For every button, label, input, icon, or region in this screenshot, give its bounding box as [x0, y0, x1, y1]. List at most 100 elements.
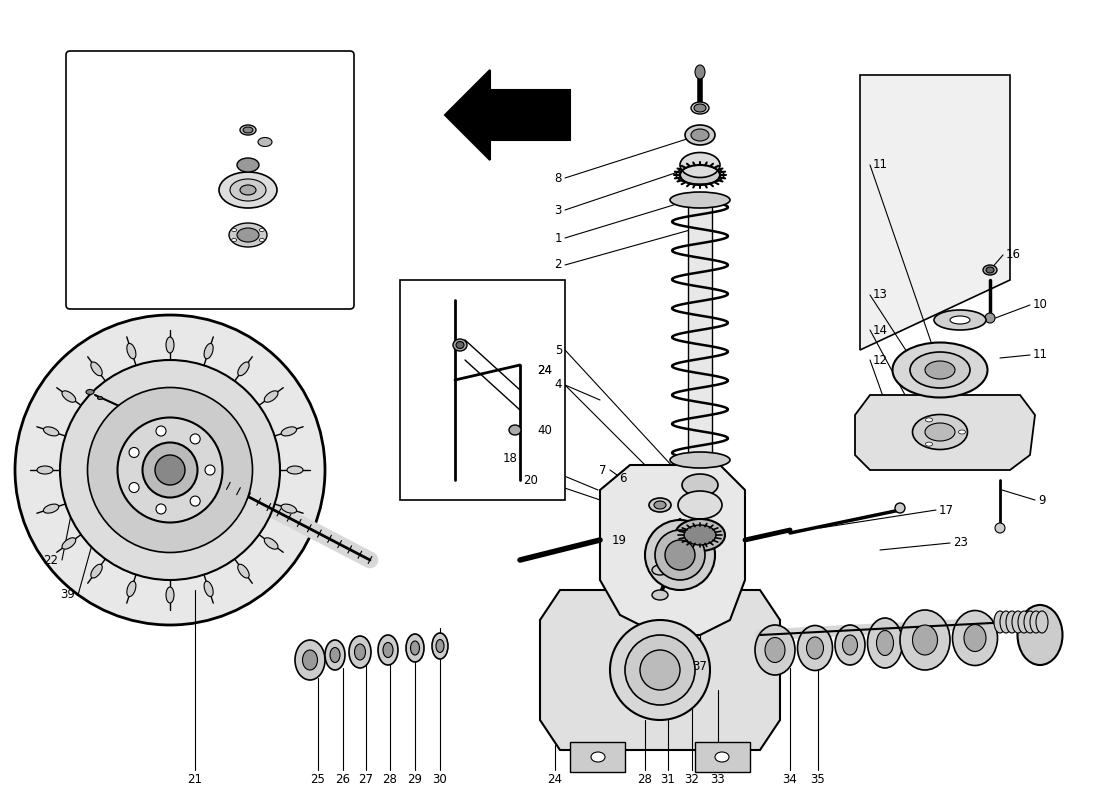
Text: 24: 24	[537, 363, 552, 377]
Ellipse shape	[676, 166, 724, 184]
Ellipse shape	[695, 65, 705, 79]
Ellipse shape	[258, 138, 272, 146]
Ellipse shape	[324, 640, 345, 670]
Ellipse shape	[264, 391, 278, 402]
Ellipse shape	[240, 185, 256, 195]
Ellipse shape	[91, 564, 102, 578]
Ellipse shape	[436, 639, 444, 653]
Ellipse shape	[126, 581, 136, 597]
Ellipse shape	[166, 587, 174, 603]
Text: 24: 24	[537, 363, 552, 377]
Ellipse shape	[666, 540, 695, 570]
Ellipse shape	[1018, 605, 1063, 665]
Ellipse shape	[232, 238, 236, 242]
Ellipse shape	[934, 310, 986, 330]
Ellipse shape	[715, 752, 729, 762]
Ellipse shape	[652, 565, 668, 575]
Ellipse shape	[652, 590, 668, 600]
Text: 12: 12	[873, 354, 888, 366]
Text: 36: 36	[640, 651, 656, 665]
Text: 26: 26	[336, 773, 351, 786]
Ellipse shape	[410, 641, 419, 655]
Ellipse shape	[205, 581, 213, 597]
Ellipse shape	[232, 229, 236, 231]
Ellipse shape	[1030, 611, 1042, 633]
Ellipse shape	[983, 265, 997, 275]
Ellipse shape	[964, 625, 986, 651]
Ellipse shape	[950, 316, 970, 324]
Ellipse shape	[843, 635, 858, 655]
Text: 6: 6	[619, 471, 627, 485]
Text: 13: 13	[873, 289, 888, 302]
Ellipse shape	[43, 427, 58, 436]
Text: 14: 14	[873, 323, 888, 337]
Text: 12: 12	[103, 230, 118, 240]
Polygon shape	[855, 395, 1035, 470]
Ellipse shape	[877, 630, 893, 655]
Ellipse shape	[996, 523, 1005, 533]
Text: 11: 11	[873, 158, 888, 171]
Ellipse shape	[406, 634, 424, 662]
Text: 24: 24	[548, 773, 562, 786]
Text: 11: 11	[1033, 349, 1048, 362]
Ellipse shape	[287, 466, 303, 474]
Text: 5: 5	[554, 343, 562, 357]
Ellipse shape	[925, 442, 933, 446]
Text: 39: 39	[60, 589, 75, 602]
Text: 30: 30	[432, 773, 448, 786]
Ellipse shape	[610, 620, 710, 720]
Ellipse shape	[953, 610, 998, 666]
Ellipse shape	[129, 447, 139, 458]
Ellipse shape	[205, 343, 213, 359]
Text: 19: 19	[612, 534, 627, 546]
Ellipse shape	[230, 179, 266, 201]
Ellipse shape	[282, 504, 297, 513]
Ellipse shape	[994, 611, 1006, 633]
Ellipse shape	[654, 530, 705, 580]
Ellipse shape	[925, 423, 955, 441]
Ellipse shape	[60, 360, 280, 580]
Ellipse shape	[264, 538, 278, 549]
Polygon shape	[860, 75, 1010, 350]
Ellipse shape	[330, 647, 340, 662]
Ellipse shape	[143, 442, 198, 498]
Ellipse shape	[684, 525, 716, 545]
Ellipse shape	[1036, 611, 1048, 633]
Ellipse shape	[910, 352, 970, 388]
Text: 18: 18	[503, 451, 518, 465]
Ellipse shape	[868, 618, 902, 668]
Text: 10: 10	[1033, 298, 1048, 311]
Ellipse shape	[591, 752, 605, 762]
Polygon shape	[184, 210, 312, 260]
Text: 14: 14	[103, 188, 118, 198]
Text: 13: 13	[104, 157, 118, 167]
Ellipse shape	[156, 504, 166, 514]
Ellipse shape	[190, 496, 200, 506]
Text: 17: 17	[939, 503, 954, 517]
Text: 16: 16	[1006, 249, 1021, 262]
Text: 9: 9	[1038, 494, 1045, 506]
Ellipse shape	[238, 362, 250, 376]
Ellipse shape	[1024, 611, 1036, 633]
Ellipse shape	[43, 504, 58, 513]
Ellipse shape	[958, 430, 966, 434]
Text: 28: 28	[383, 773, 397, 786]
Ellipse shape	[238, 564, 250, 578]
Ellipse shape	[129, 482, 139, 493]
Ellipse shape	[378, 635, 398, 665]
Text: 8: 8	[554, 171, 562, 185]
Text: 23: 23	[953, 537, 968, 550]
Ellipse shape	[1006, 611, 1018, 633]
Ellipse shape	[295, 640, 324, 680]
Text: 31: 31	[661, 773, 675, 786]
Ellipse shape	[913, 625, 937, 655]
Text: 27: 27	[359, 773, 374, 786]
Ellipse shape	[62, 391, 76, 402]
Ellipse shape	[509, 425, 521, 435]
Text: 34: 34	[782, 773, 797, 786]
Ellipse shape	[806, 637, 824, 659]
Ellipse shape	[640, 650, 680, 690]
Ellipse shape	[691, 102, 710, 114]
Ellipse shape	[645, 520, 715, 590]
Text: 33: 33	[711, 773, 725, 786]
